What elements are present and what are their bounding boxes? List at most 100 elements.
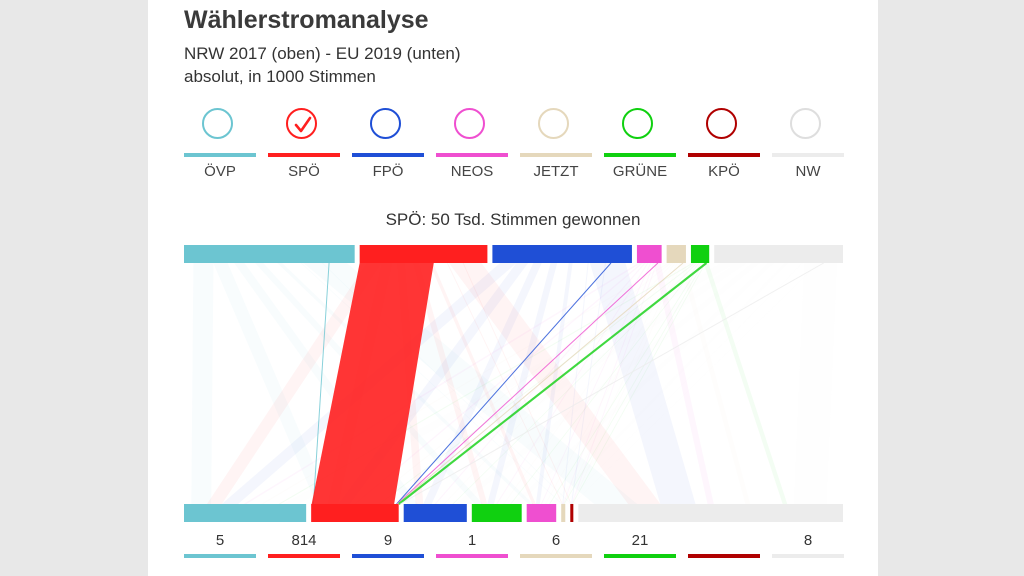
bottom-node[interactable] bbox=[526, 504, 557, 522]
flow-band bbox=[571, 263, 683, 504]
chart-unit: absolut, in 1000 Stimmen bbox=[184, 67, 376, 86]
party-color-bar bbox=[688, 153, 760, 157]
party-color-bar bbox=[436, 554, 508, 558]
flow-band bbox=[549, 263, 702, 504]
party-color-bar bbox=[184, 554, 256, 558]
party-circle-icon bbox=[286, 108, 317, 139]
flow-line-selected bbox=[400, 262, 824, 505]
party-toggle-neos[interactable]: NEOS bbox=[436, 106, 508, 186]
top-node[interactable] bbox=[636, 245, 662, 263]
party-toggle-kpoe[interactable]: KPÖ bbox=[688, 106, 760, 186]
flow-band bbox=[496, 263, 649, 504]
top-node[interactable] bbox=[690, 245, 710, 263]
party-toggle-nw[interactable]: NW bbox=[772, 106, 844, 186]
bottom-node[interactable] bbox=[561, 504, 566, 522]
flow-band bbox=[510, 263, 700, 504]
bottom-node[interactable] bbox=[403, 504, 467, 522]
party-color-bar bbox=[772, 554, 844, 558]
party-label: FPÖ bbox=[372, 163, 404, 180]
flow-band bbox=[448, 263, 661, 504]
party-toggle-oevp[interactable]: ÖVP bbox=[184, 106, 256, 186]
sankey-chart bbox=[184, 245, 843, 522]
bottom-node[interactable] bbox=[471, 504, 522, 522]
party-toggle-fpoe[interactable]: FPÖ bbox=[352, 106, 424, 186]
flow-band bbox=[571, 263, 706, 504]
flow-line-selected bbox=[396, 262, 612, 505]
flow-band bbox=[446, 263, 563, 504]
flow-band bbox=[378, 263, 696, 504]
flow-value-label: 9 bbox=[383, 532, 393, 549]
flow-band bbox=[680, 263, 751, 504]
party-circle-icon bbox=[538, 108, 569, 139]
flow-band bbox=[703, 263, 788, 504]
flow-band bbox=[382, 263, 748, 504]
party-color-bar bbox=[352, 153, 424, 157]
flow-band bbox=[191, 263, 214, 504]
flow-band bbox=[503, 263, 676, 504]
bottom-node[interactable] bbox=[311, 504, 399, 522]
party-color-bar bbox=[436, 153, 508, 157]
top-node[interactable] bbox=[184, 245, 355, 263]
party-toggle-spoe[interactable]: SPÖ bbox=[268, 106, 340, 186]
party-color-bar bbox=[604, 554, 676, 558]
flow-band bbox=[443, 263, 674, 504]
party-label: KPÖ bbox=[708, 163, 740, 180]
flow-band bbox=[563, 263, 704, 504]
flow-line-selected bbox=[398, 262, 708, 505]
party-toggle-jetzt[interactable]: JETZT bbox=[520, 106, 592, 186]
flow-value-label: 21 bbox=[631, 532, 649, 549]
top-node[interactable] bbox=[359, 245, 488, 263]
party-color-bar bbox=[352, 554, 424, 558]
party-color-bar bbox=[268, 554, 340, 558]
top-node[interactable] bbox=[666, 245, 686, 263]
party-label: JETZT bbox=[533, 163, 579, 180]
bottom-node[interactable] bbox=[184, 504, 307, 522]
flow-band bbox=[455, 263, 760, 504]
party-circle-icon bbox=[706, 108, 737, 139]
party-color-bar bbox=[184, 153, 256, 157]
status-text: SPÖ: 50 Tsd. Stimmen gewonnen bbox=[385, 210, 641, 229]
party-toggle-gruene[interactable]: GRÜNE bbox=[604, 106, 676, 186]
party-label: ÖVP bbox=[204, 163, 236, 180]
top-node[interactable] bbox=[492, 245, 632, 263]
bottom-value-7: 8 bbox=[772, 532, 844, 562]
flow-band bbox=[793, 263, 837, 504]
flow-band bbox=[366, 263, 672, 504]
flow-band bbox=[571, 263, 658, 504]
party-label: SPÖ bbox=[288, 163, 320, 180]
flow-value-label: 8 bbox=[803, 532, 813, 549]
flow-line-selected bbox=[396, 262, 659, 505]
flow-value-label: 814 bbox=[291, 532, 317, 549]
flow-band bbox=[353, 263, 644, 504]
bottom-value-3: 1 bbox=[436, 532, 508, 562]
top-node[interactable] bbox=[714, 245, 843, 263]
flow-band bbox=[540, 263, 652, 504]
bottom-value-0: 5 bbox=[184, 532, 256, 562]
flow-band bbox=[562, 263, 655, 504]
flow-band bbox=[423, 263, 542, 504]
party-label: NW bbox=[795, 163, 821, 180]
bottom-value-2: 9 bbox=[352, 532, 424, 562]
flow-value-label: 1 bbox=[467, 532, 477, 549]
party-label: NEOS bbox=[450, 163, 494, 180]
flow-band bbox=[206, 263, 382, 504]
flow-line-selected bbox=[397, 262, 684, 505]
flow-band bbox=[550, 263, 789, 504]
chart-title: Wählerstromanalyse bbox=[184, 6, 429, 34]
party-circle-icon bbox=[454, 108, 485, 139]
party-color-bar bbox=[604, 153, 676, 157]
party-label: GRÜNE bbox=[612, 163, 668, 180]
chart-card: Wählerstromanalyse NRW 2017 (oben) - EU … bbox=[148, 0, 878, 576]
flow-band bbox=[571, 263, 606, 504]
party-color-bar bbox=[688, 554, 760, 558]
flow-band bbox=[213, 263, 331, 504]
bottom-value-5: 21 bbox=[604, 532, 676, 562]
flow-value-label: 5 bbox=[215, 532, 225, 549]
bottom-value-6 bbox=[688, 532, 760, 562]
bottom-node[interactable] bbox=[570, 504, 574, 522]
party-color-bar bbox=[268, 153, 340, 157]
party-circle-icon bbox=[790, 108, 821, 139]
flow-band bbox=[487, 263, 558, 504]
bottom-node[interactable] bbox=[578, 504, 843, 522]
flow-band bbox=[429, 263, 536, 504]
